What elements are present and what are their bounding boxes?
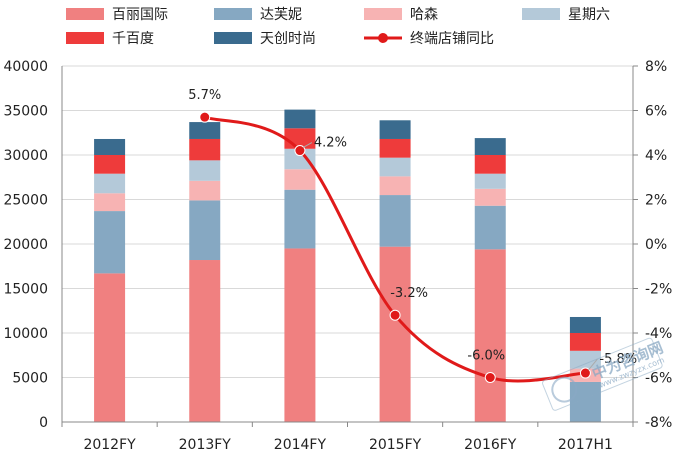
yoy-line-path	[204, 115, 586, 383]
bar-segment	[189, 160, 221, 181]
bar-segment	[379, 138, 411, 158]
legend-swatch	[364, 8, 402, 20]
legend-item: 天创时尚	[214, 31, 316, 47]
y-left-tick-label: 0	[39, 415, 48, 431]
legend-label: 达芙妮	[260, 6, 302, 23]
bar-segment	[189, 180, 221, 201]
bar-segment	[569, 316, 601, 333]
bar-segment	[284, 148, 316, 170]
bar-segment	[94, 173, 126, 194]
y-right-tick-label: 0%	[645, 237, 667, 253]
legend-swatch	[214, 32, 252, 44]
bar-segment	[474, 155, 506, 174]
yoy-data-label: -6.0%	[467, 349, 505, 364]
data-label-leader	[302, 142, 313, 148]
bar-segment	[284, 189, 316, 249]
yoy-data-label: -5.8%	[599, 352, 637, 367]
legend-label: 百丽国际	[112, 7, 168, 23]
bar-segment	[379, 195, 411, 247]
bar-segment	[189, 260, 221, 422]
bar-segment	[284, 248, 316, 422]
bar-segment	[189, 138, 221, 161]
data-label-leader	[588, 358, 598, 371]
bar-segment	[569, 381, 601, 422]
yoy-point	[484, 372, 496, 383]
bar-segment	[474, 249, 506, 422]
legend-swatch	[66, 32, 104, 44]
y-right-tick-label: 8%	[645, 59, 667, 75]
yoy-data-label: 4.2%	[314, 136, 347, 151]
bar-segment	[94, 211, 126, 274]
legend-item: 百丽国际	[66, 7, 168, 23]
bar-segment	[284, 169, 316, 190]
legend-item: 千百度	[66, 31, 154, 47]
bar-segment	[569, 333, 601, 351]
bar-segment	[379, 246, 411, 422]
bar-segment	[474, 173, 506, 189]
legend-label: 天创时尚	[260, 31, 316, 47]
yoy-data-label: -3.2%	[390, 286, 428, 301]
bar-segment	[474, 188, 506, 206]
y-right-tick-label: -4%	[645, 326, 672, 342]
bar-segment	[379, 157, 411, 177]
x-tick-label: 2013FY	[179, 437, 232, 453]
y-right-tick-label: -2%	[645, 282, 672, 298]
bar-segment	[94, 273, 126, 422]
legend-swatch	[66, 8, 104, 20]
watermark-logo-icon	[551, 376, 578, 403]
yoy-point	[389, 309, 401, 321]
x-tick-label: 2014FY	[274, 437, 327, 453]
legend-label: 星期六	[568, 7, 610, 23]
yoy-point	[294, 145, 306, 157]
x-tick-label: 2017H1	[558, 437, 613, 453]
bar-segment	[379, 176, 411, 196]
legend-item: 终端店铺同比	[364, 31, 494, 47]
legend-label: 千百度	[112, 31, 154, 47]
x-tick-label: 2015FY	[369, 437, 422, 453]
y-right-tick-label: 6%	[645, 104, 667, 120]
bar-segment	[379, 120, 411, 139]
y-right-tick-label: -6%	[645, 371, 672, 387]
y-right-tick-label: 4%	[645, 148, 667, 164]
y-right-tick-label: -8%	[645, 415, 672, 431]
yoy-data-label: 5.7%	[188, 88, 221, 103]
x-tick-label: 2016FY	[464, 437, 517, 453]
bars	[94, 109, 601, 422]
legend-item: 星期六	[522, 7, 610, 23]
y-left-tick-label: 40000	[3, 59, 48, 75]
y-left-tick-label: 10000	[3, 326, 48, 342]
legend-item: 达芙妮	[214, 6, 302, 23]
bar-segment	[474, 205, 506, 250]
yoy-point	[199, 111, 211, 123]
axes: 0 5000 10000 15000 20000 25000 30000 35000 40000…	[3, 59, 672, 453]
y-left-tick-label: 20000	[3, 237, 48, 253]
legend-label: 终端店铺同比	[410, 31, 494, 47]
y-left-tick-label: 5000	[12, 371, 48, 387]
bar-segment	[94, 193, 126, 212]
bar-segment	[94, 155, 126, 174]
yoy-line: 5.7% 4.2% -3.2% -6.0% -5.8%	[188, 88, 637, 383]
y-left-tick-label: 35000	[3, 104, 48, 120]
bar-segment	[94, 138, 126, 155]
bar-segment	[189, 122, 221, 139]
yoy-point	[579, 367, 591, 379]
bar-segment	[284, 109, 316, 129]
y-left-tick-label: 30000	[3, 148, 48, 164]
y-right-tick-label: 2%	[645, 193, 667, 209]
legend-marker	[378, 33, 388, 43]
watermark-frame	[542, 337, 663, 411]
legend-swatch	[214, 8, 252, 20]
legend-swatch	[522, 8, 560, 20]
legend-label: 哈森	[410, 7, 438, 23]
x-tick-label: 2012FY	[83, 437, 136, 453]
y-left-tick-label: 15000	[3, 282, 48, 298]
y-left-tick-label: 25000	[3, 193, 48, 209]
bar-segment	[474, 138, 506, 155]
bar-segment	[189, 200, 221, 261]
grid	[62, 65, 633, 423]
legend-item: 哈森	[364, 7, 438, 23]
